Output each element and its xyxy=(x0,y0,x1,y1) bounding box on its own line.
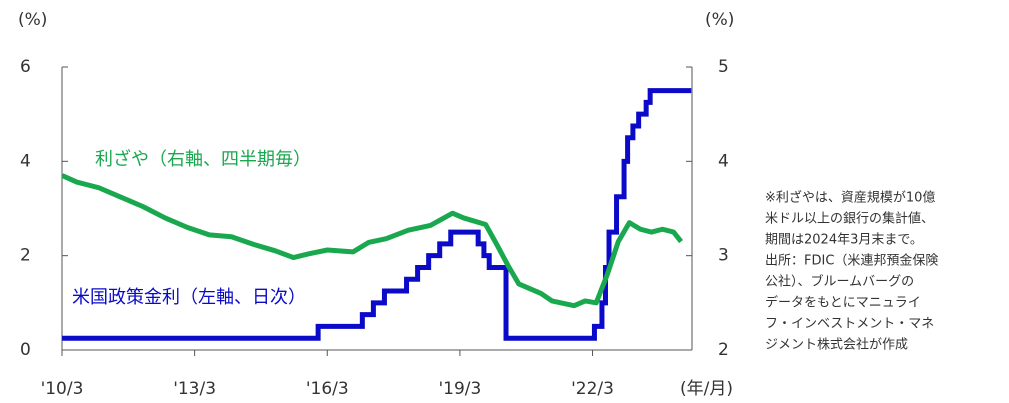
y-tick-label: 0 xyxy=(20,340,31,360)
series-label: 米国政策金利（左軸、日次） xyxy=(72,287,306,308)
note: ジメント株式会社が作成 xyxy=(765,337,908,353)
y-tick-label: 2 xyxy=(20,246,31,266)
y-unit: (%) xyxy=(18,10,47,30)
note: 米ドル以上の銀行の集計値、 xyxy=(765,211,934,227)
y2-unit: (%) xyxy=(705,10,734,30)
y-tick-label: 4 xyxy=(20,151,31,171)
x-tick-label: '13/3 xyxy=(173,379,216,399)
y-tick-label: 6 xyxy=(20,57,31,77)
y2-tick-label: 4 xyxy=(718,151,729,171)
series-line xyxy=(61,173,684,309)
note: 期間は2024年3月末まで。 xyxy=(765,233,923,248)
y2-tick-label: 5 xyxy=(718,57,729,77)
note: 出所：FDIC（米連邦預金保険 xyxy=(765,253,938,269)
y2-tick-label: 2 xyxy=(718,340,729,360)
y2-tick-label: 3 xyxy=(718,246,729,266)
series-label: 利ざや（右軸、四半期毎） xyxy=(95,148,311,170)
x-unit: (年/月) xyxy=(680,379,733,399)
note: フ・インベストメント・マネ xyxy=(765,317,934,332)
note: ※利ざやは、資産規模が10億 xyxy=(765,190,935,206)
x-tick-label: '16/3 xyxy=(306,379,349,399)
note: データをもとにマニュライ xyxy=(765,295,921,311)
x-tick-label: '22/3 xyxy=(571,379,614,399)
note: 公社）、ブルームバーグの xyxy=(765,274,914,290)
x-tick-label: '10/3 xyxy=(41,379,84,399)
series-line xyxy=(62,88,692,341)
x-tick-label: '19/3 xyxy=(438,379,481,399)
